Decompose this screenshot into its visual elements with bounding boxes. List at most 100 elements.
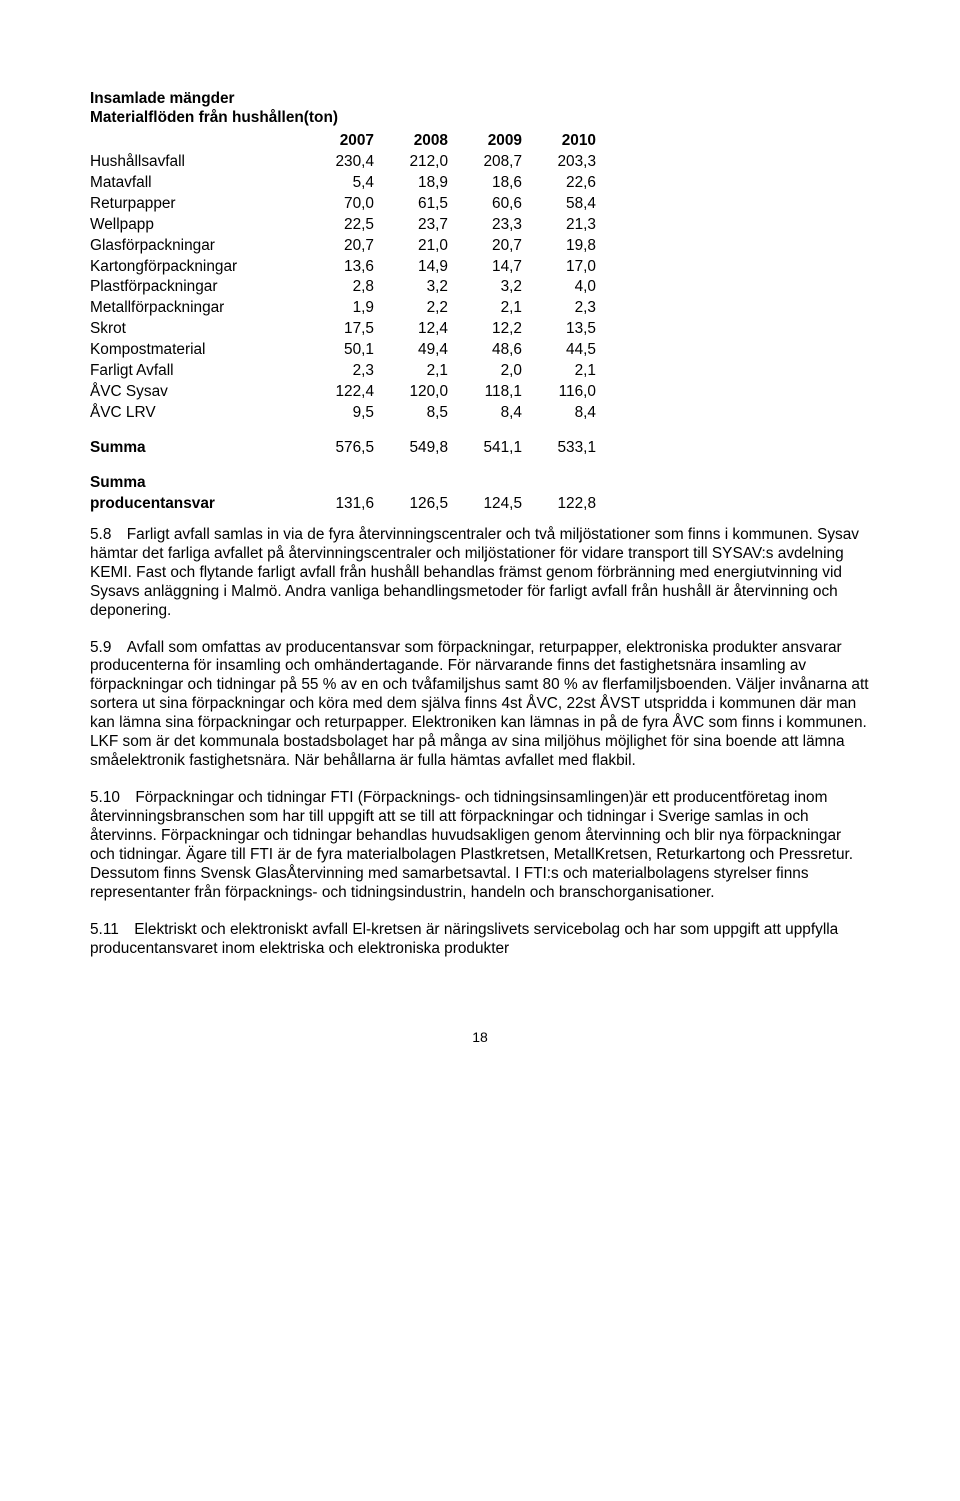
- row-label: Plastförpackningar: [90, 278, 300, 299]
- cell: 23,3: [448, 216, 522, 237]
- table-row: Kompostmaterial50,149,448,644,5: [90, 341, 596, 362]
- cell: 58,4: [522, 195, 596, 216]
- cell: 122,4: [300, 383, 374, 404]
- row-label: ÅVC LRV: [90, 404, 300, 425]
- cell: 44,5: [522, 341, 596, 362]
- year-col: 2008: [374, 132, 448, 153]
- year-col: 2009: [448, 132, 522, 153]
- cell: 20,7: [448, 237, 522, 258]
- cell: 4,0: [522, 278, 596, 299]
- cell: 533,1: [522, 439, 596, 460]
- cell: 2,0: [448, 362, 522, 383]
- cell: 5,4: [300, 174, 374, 195]
- paragraph-5-11: 5.11 Elektriskt och elektroniskt avfall …: [90, 921, 870, 959]
- cell: 131,6: [300, 495, 374, 516]
- cell: 2,3: [522, 299, 596, 320]
- cell: 18,6: [448, 174, 522, 195]
- table-row: Plastförpackningar2,83,23,24,0: [90, 278, 596, 299]
- summa-row: Summa 576,5 549,8 541,1 533,1: [90, 439, 596, 460]
- row-label: Hushållsavfall: [90, 153, 300, 174]
- title-collected: Insamlade mängder: [90, 90, 870, 109]
- table-row: Returpapper70,061,560,658,4: [90, 195, 596, 216]
- cell: 120,0: [374, 383, 448, 404]
- cell: 2,1: [522, 362, 596, 383]
- table-row: Matavfall5,418,918,622,6: [90, 174, 596, 195]
- row-label: Kartongförpackningar: [90, 258, 300, 279]
- table-row: Hushållsavfall230,4212,0208,7203,3: [90, 153, 596, 174]
- cell: 70,0: [300, 195, 374, 216]
- cell: 8,4: [448, 404, 522, 425]
- cell: 124,5: [448, 495, 522, 516]
- table-row: Metallförpackningar1,92,22,12,3: [90, 299, 596, 320]
- cell: 21,3: [522, 216, 596, 237]
- cell: 13,6: [300, 258, 374, 279]
- table-row: ÅVC Sysav122,4120,0118,1116,0: [90, 383, 596, 404]
- row-label: Kompostmaterial: [90, 341, 300, 362]
- table-row: Skrot17,512,412,213,5: [90, 320, 596, 341]
- paragraph-5-10: 5.10 Förpackningar och tidningar FTI (Fö…: [90, 789, 870, 903]
- cell: 118,1: [448, 383, 522, 404]
- table-row: Glasförpackningar20,721,020,719,8: [90, 237, 596, 258]
- title-materialflows: Materialflöden från hushållen(ton): [90, 109, 870, 128]
- cell: 21,0: [374, 237, 448, 258]
- materials-table: 2007 2008 2009 2010 Hushållsavfall230,42…: [90, 132, 596, 516]
- cell: 3,2: [374, 278, 448, 299]
- row-label: Farligt Avfall: [90, 362, 300, 383]
- table-row: Farligt Avfall2,32,12,02,1: [90, 362, 596, 383]
- cell: 17,5: [300, 320, 374, 341]
- cell: 541,1: [448, 439, 522, 460]
- cell: 230,4: [300, 153, 374, 174]
- producent-label1: Summa: [90, 474, 300, 495]
- producent-row-2: producentansvar 131,6 126,5 124,5 122,8: [90, 495, 596, 516]
- producent-label2: producentansvar: [90, 495, 300, 516]
- cell: 12,2: [448, 320, 522, 341]
- cell: 9,5: [300, 404, 374, 425]
- cell: 2,8: [300, 278, 374, 299]
- row-label: Returpapper: [90, 195, 300, 216]
- cell: 22,6: [522, 174, 596, 195]
- cell: 116,0: [522, 383, 596, 404]
- cell: 1,9: [300, 299, 374, 320]
- cell: 61,5: [374, 195, 448, 216]
- row-label: Skrot: [90, 320, 300, 341]
- cell: 48,6: [448, 341, 522, 362]
- cell: 2,1: [448, 299, 522, 320]
- cell: 2,2: [374, 299, 448, 320]
- row-label: Matavfall: [90, 174, 300, 195]
- cell: 19,8: [522, 237, 596, 258]
- cell: 60,6: [448, 195, 522, 216]
- cell: 208,7: [448, 153, 522, 174]
- cell: 2,3: [300, 362, 374, 383]
- row-label: ÅVC Sysav: [90, 383, 300, 404]
- cell: 122,8: [522, 495, 596, 516]
- year-col: 2007: [300, 132, 374, 153]
- producent-row-1: Summa: [90, 474, 596, 495]
- cell: 49,4: [374, 341, 448, 362]
- cell: 8,5: [374, 404, 448, 425]
- cell: 20,7: [300, 237, 374, 258]
- cell: 14,9: [374, 258, 448, 279]
- paragraph-5-9: 5.9 Avfall som omfattas av producentansv…: [90, 639, 870, 772]
- table-row: ÅVC LRV9,58,58,48,4: [90, 404, 596, 425]
- cell: 576,5: [300, 439, 374, 460]
- year-col: 2010: [522, 132, 596, 153]
- cell: 203,3: [522, 153, 596, 174]
- years-header-row: 2007 2008 2009 2010: [90, 132, 596, 153]
- cell: 50,1: [300, 341, 374, 362]
- cell: 17,0: [522, 258, 596, 279]
- cell: 549,8: [374, 439, 448, 460]
- row-label: Glasförpackningar: [90, 237, 300, 258]
- cell: 13,5: [522, 320, 596, 341]
- paragraph-5-8: 5.8 Farligt avfall samlas in via de fyra…: [90, 526, 870, 621]
- cell: 23,7: [374, 216, 448, 237]
- cell: 8,4: [522, 404, 596, 425]
- row-label: Metallförpackningar: [90, 299, 300, 320]
- cell: 212,0: [374, 153, 448, 174]
- cell: 14,7: [448, 258, 522, 279]
- page-number: 18: [90, 1029, 870, 1046]
- cell: 18,9: [374, 174, 448, 195]
- table-row: Wellpapp22,523,723,321,3: [90, 216, 596, 237]
- cell: 22,5: [300, 216, 374, 237]
- summa-label: Summa: [90, 439, 300, 460]
- cell: 3,2: [448, 278, 522, 299]
